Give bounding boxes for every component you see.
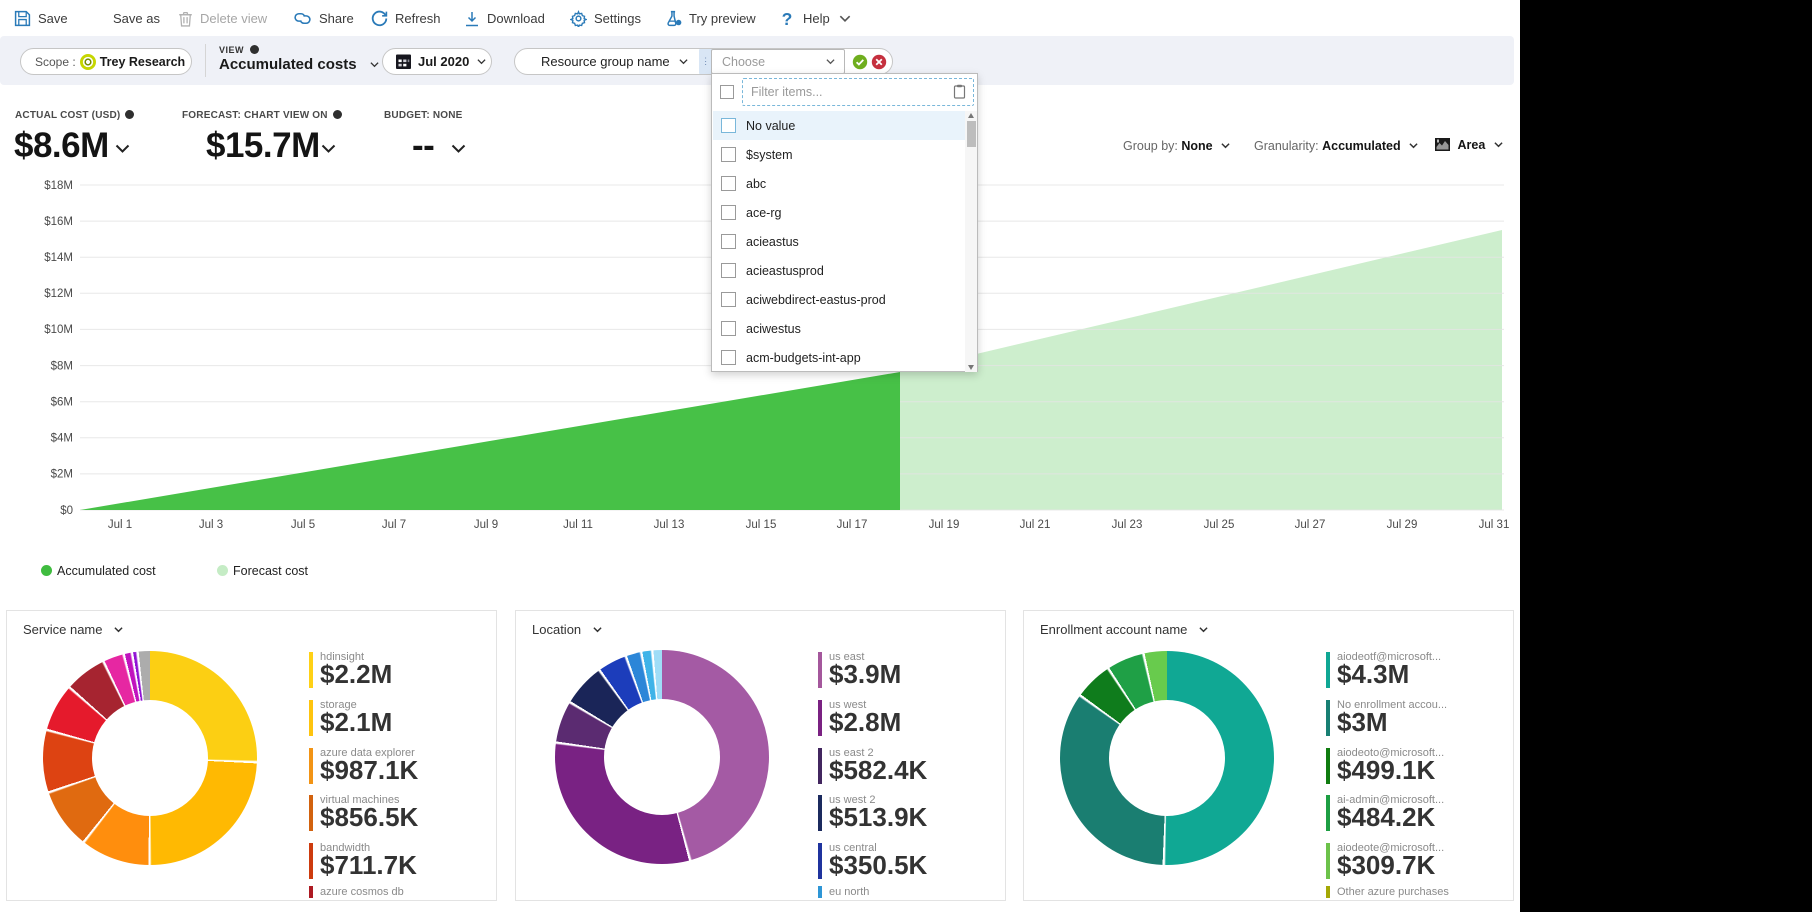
svg-text:$18M: $18M	[44, 180, 73, 192]
svg-text:Jul 5: Jul 5	[291, 519, 315, 531]
svg-text:Jul 29: Jul 29	[1387, 519, 1418, 531]
svg-text:Jul 9: Jul 9	[474, 519, 498, 531]
svg-text:Jul 15: Jul 15	[746, 519, 777, 531]
svg-text:$16M: $16M	[44, 216, 73, 228]
svg-text:$10M: $10M	[44, 324, 73, 336]
svg-text:$2M: $2M	[51, 469, 73, 481]
svg-text:Jul 27: Jul 27	[1295, 519, 1326, 531]
svg-text:Jul 17: Jul 17	[837, 519, 868, 531]
svg-text:Jul 23: Jul 23	[1112, 519, 1143, 531]
svg-text:$4M: $4M	[51, 433, 73, 445]
svg-text:$14M: $14M	[44, 252, 73, 264]
svg-text:?: ?	[782, 10, 793, 27]
svg-text:$12M: $12M	[44, 288, 73, 300]
svg-text:Jul 21: Jul 21	[1020, 519, 1051, 531]
svg-text:Jul 13: Jul 13	[654, 519, 685, 531]
svg-text:Jul 3: Jul 3	[199, 519, 223, 531]
svg-text:$6M: $6M	[51, 397, 73, 409]
svg-text:Jul 31: Jul 31	[1479, 519, 1510, 531]
svg-text:$0: $0	[60, 505, 73, 517]
svg-text:Jul 1: Jul 1	[108, 519, 132, 531]
svg-text:Jul 19: Jul 19	[929, 519, 960, 531]
svg-text:Jul 7: Jul 7	[382, 519, 406, 531]
svg-text:$8M: $8M	[51, 361, 73, 373]
svg-text:Jul 11: Jul 11	[563, 519, 593, 531]
svg-text:Jul 25: Jul 25	[1204, 519, 1235, 531]
